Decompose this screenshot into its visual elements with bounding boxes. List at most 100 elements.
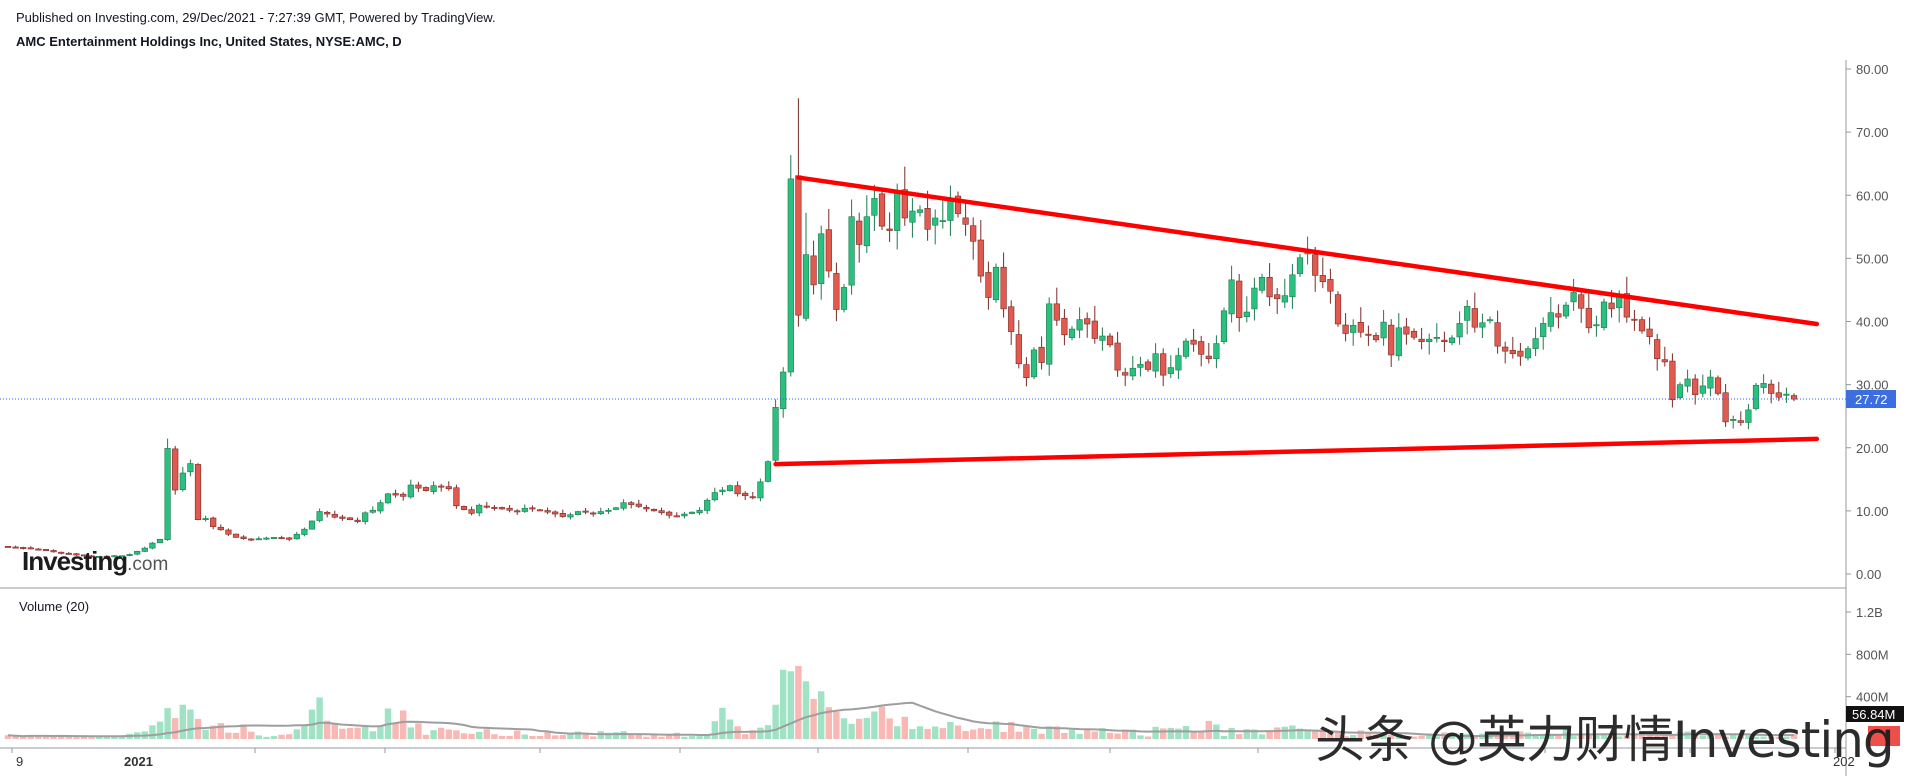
volume-bars — [4, 665, 1798, 739]
candle-body-down — [194, 464, 202, 521]
candle — [20, 546, 27, 550]
candle-body-up — [1752, 384, 1760, 409]
volume-bar — [1152, 726, 1159, 739]
candle — [346, 517, 354, 521]
candle-body-down — [506, 507, 513, 511]
volume-bar — [346, 727, 354, 739]
volume-bar — [12, 736, 19, 739]
candle-body-up — [1296, 257, 1304, 274]
candle-body-down — [415, 484, 422, 489]
candle-body-up — [369, 509, 376, 513]
candle-body-down — [392, 493, 399, 496]
candle-body-down — [498, 507, 506, 510]
candle — [248, 538, 255, 542]
candle — [1509, 336, 1516, 359]
candle — [1091, 305, 1098, 344]
volume-bar — [1015, 731, 1022, 739]
volume-bar — [27, 735, 34, 739]
volume-bar — [1228, 727, 1235, 739]
candle — [970, 217, 977, 260]
volume-bar — [696, 736, 703, 739]
candle-body-down — [438, 485, 445, 488]
volume-bar — [1251, 729, 1258, 739]
candle — [96, 555, 103, 558]
candle — [324, 510, 331, 518]
candle — [1486, 316, 1494, 324]
volume-bar — [1281, 726, 1288, 739]
candle — [1555, 304, 1562, 329]
volume-bar — [1775, 737, 1782, 739]
candle-body-up — [521, 508, 528, 512]
volume-bar — [635, 734, 642, 739]
candle-body-down — [1388, 324, 1395, 356]
volume-bar — [1593, 735, 1600, 739]
candle — [1061, 308, 1068, 346]
volume-bar — [1669, 735, 1676, 739]
candle-body-down — [422, 487, 430, 491]
volume-bar — [232, 732, 240, 739]
candle — [1524, 345, 1532, 361]
candle — [1046, 297, 1053, 376]
volume-bar — [1258, 734, 1266, 739]
candle-body-down — [1144, 361, 1152, 370]
volume-bar — [992, 721, 1000, 739]
candle — [80, 554, 88, 557]
candle-body-up — [1540, 323, 1547, 337]
candle-body-down — [491, 507, 498, 509]
candle-body-up — [1175, 355, 1182, 371]
candle — [1357, 307, 1364, 338]
candle-body-down — [962, 217, 969, 225]
volume-bar — [1334, 732, 1342, 739]
volume-bar — [1540, 734, 1547, 739]
volume-bar — [103, 736, 110, 739]
candle — [1350, 319, 1357, 346]
candle — [1144, 359, 1152, 372]
candle — [559, 509, 566, 518]
candle-body-down — [590, 512, 597, 515]
candle-body-down — [1509, 349, 1516, 354]
candle-body-up — [939, 220, 946, 223]
volume-bar — [977, 728, 984, 739]
candle — [772, 399, 779, 465]
candle — [172, 445, 179, 495]
candle-body-down — [1654, 339, 1661, 360]
volume-bar — [1357, 730, 1364, 739]
resistance-trendline[interactable] — [796, 175, 1820, 327]
candle — [734, 481, 741, 497]
volume-bar — [202, 729, 209, 739]
candle — [1122, 367, 1129, 387]
candle-body-up — [574, 511, 582, 515]
candle-body-up — [118, 555, 126, 558]
candle-body-up — [764, 461, 772, 482]
volume-bar — [476, 732, 483, 739]
candle — [787, 155, 794, 377]
volume-bar — [1129, 729, 1136, 739]
volume-bar — [286, 734, 293, 739]
candle-body-down — [924, 208, 931, 230]
last-price-label: 27.72 — [1855, 392, 1888, 407]
volume-bar — [848, 723, 855, 739]
logo-suffix: .com — [127, 554, 169, 575]
candle-body-down — [1517, 350, 1524, 357]
candle — [134, 550, 141, 556]
candle — [278, 535, 285, 540]
candle-body-up — [1593, 324, 1600, 327]
volume-bar — [688, 736, 696, 739]
volume-bar — [1714, 733, 1722, 739]
candle — [833, 262, 840, 322]
candle-body-down — [1334, 294, 1342, 325]
candle — [780, 367, 787, 418]
volume-bar — [362, 726, 369, 739]
candle — [149, 541, 156, 550]
candle — [1593, 315, 1600, 337]
support-trendline[interactable] — [773, 436, 1820, 467]
candle-body-up — [787, 178, 794, 373]
candle — [628, 500, 635, 509]
volume-bar — [559, 735, 566, 739]
candle-body-up — [1152, 353, 1159, 372]
candle-body-down — [1669, 360, 1676, 401]
candle — [331, 510, 338, 519]
candle-body-up — [1129, 367, 1136, 377]
candle-body-down — [1061, 317, 1068, 336]
